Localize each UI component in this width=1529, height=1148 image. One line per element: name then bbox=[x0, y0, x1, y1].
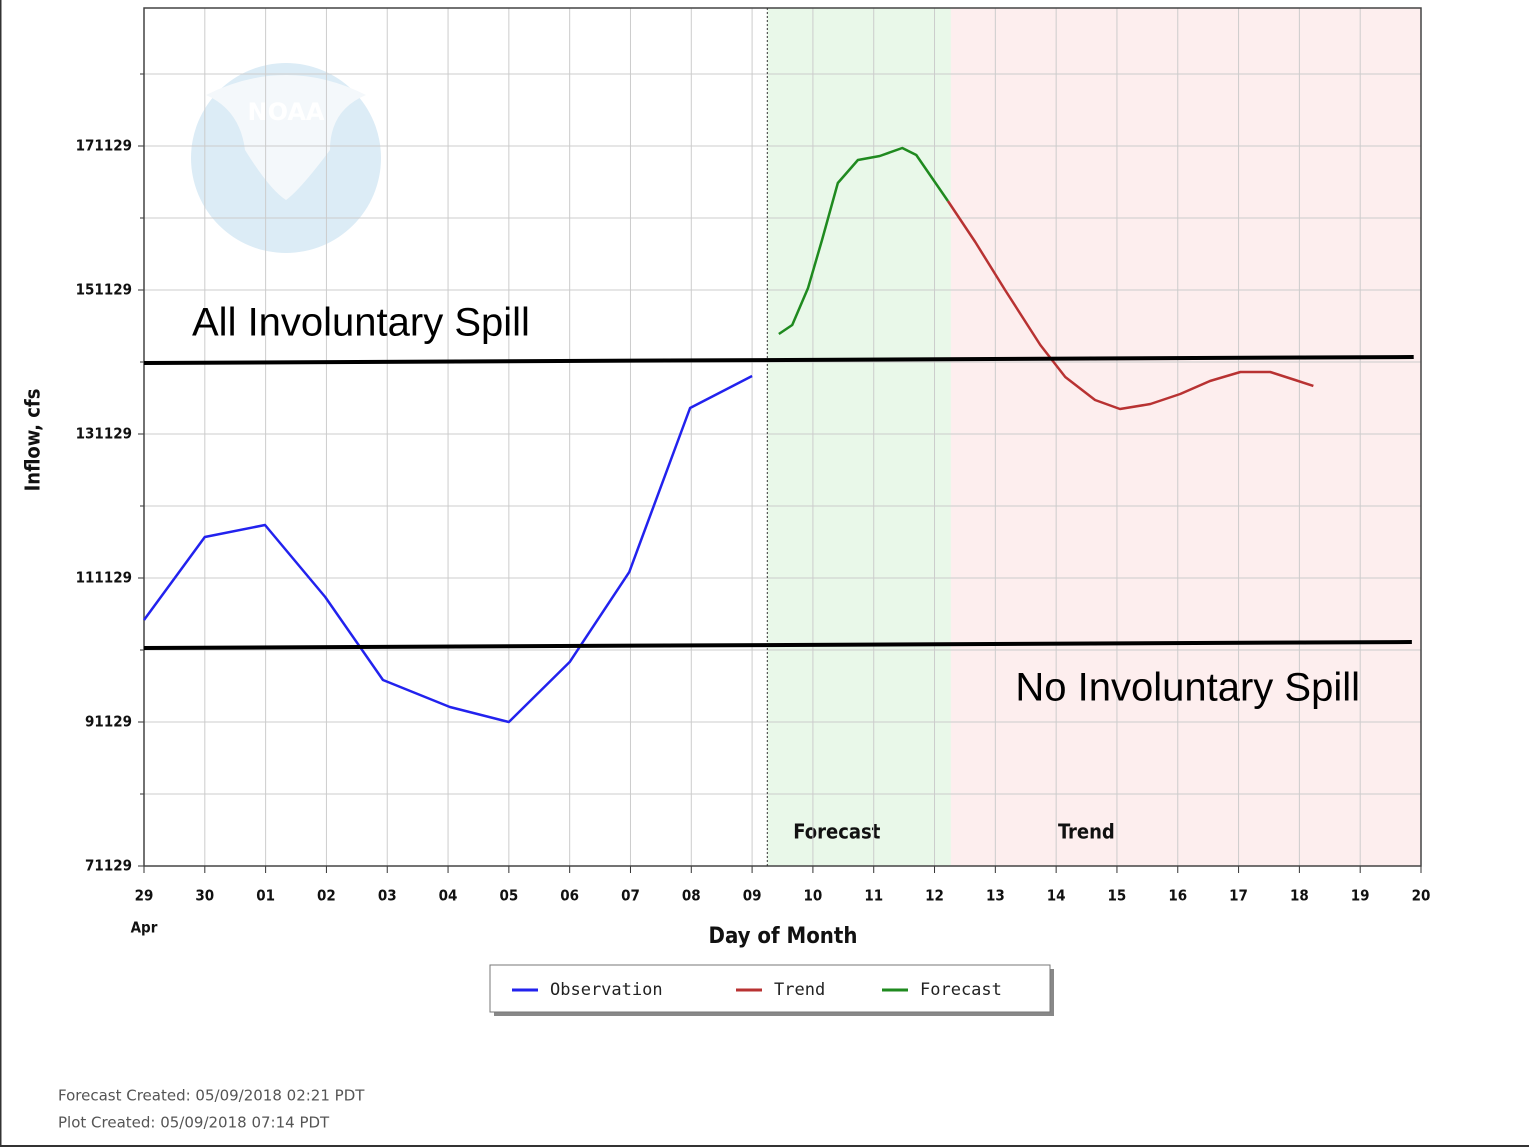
y-tick-label: 71129 bbox=[85, 857, 132, 875]
x-tick-label: 15 bbox=[1108, 887, 1127, 905]
legend-label: Trend bbox=[774, 980, 825, 1000]
y-tick-label: 131129 bbox=[76, 425, 132, 443]
x-tick-label: 19 bbox=[1351, 887, 1370, 905]
x-axis-title: Day of Month bbox=[709, 924, 858, 949]
legend-label: Observation bbox=[550, 980, 663, 1000]
y-tick-label: 91129 bbox=[85, 713, 132, 731]
legend-label: Forecast bbox=[920, 980, 1002, 1000]
region bbox=[767, 8, 951, 866]
region bbox=[950, 8, 1421, 866]
x-tick-label: 20 bbox=[1412, 887, 1431, 905]
plot-border bbox=[143, 7, 1422, 867]
x-tick-label: 17 bbox=[1229, 887, 1248, 905]
region-label: Forecast bbox=[793, 820, 880, 844]
y-axis-title: Inflow, cfs bbox=[21, 389, 45, 492]
x-tick-label: 12 bbox=[925, 887, 944, 905]
series-line bbox=[778, 146, 949, 336]
x-tick-label: 07 bbox=[621, 887, 640, 905]
footer-text: Forecast Created: 05/09/2018 02:21 PDT bbox=[58, 1087, 365, 1105]
x-tick-label: 02 bbox=[317, 887, 336, 905]
x-tick-label: 30 bbox=[195, 887, 214, 905]
y-tick-label: 151129 bbox=[76, 281, 132, 299]
annotation: No Involuntary Spill bbox=[1015, 666, 1360, 710]
logo-text: NOAA bbox=[248, 98, 325, 126]
x-tick-label: 11 bbox=[864, 887, 883, 905]
x-tick-label: 10 bbox=[804, 887, 823, 905]
series-line bbox=[946, 200, 1314, 411]
x-sublabel: Apr bbox=[131, 919, 158, 937]
y-tick-label: 111129 bbox=[76, 569, 132, 587]
x-tick-label: 16 bbox=[1168, 887, 1187, 905]
x-tick-label: 14 bbox=[1047, 887, 1066, 905]
x-tick-label: 08 bbox=[682, 887, 701, 905]
x-tick-label: 05 bbox=[499, 887, 518, 905]
threshold-line bbox=[143, 354, 1414, 366]
x-tick-label: 01 bbox=[256, 887, 275, 905]
x-tick-label: 29 bbox=[135, 887, 154, 905]
y-tick-label: 171129 bbox=[76, 137, 132, 155]
x-tick-label: 03 bbox=[378, 887, 397, 905]
x-tick-label: 09 bbox=[743, 887, 762, 905]
annotation: All Involuntary Spill bbox=[192, 301, 530, 345]
x-tick-label: 04 bbox=[439, 887, 458, 905]
legend bbox=[489, 964, 1051, 1013]
x-tick-label: 18 bbox=[1290, 887, 1309, 905]
series-line bbox=[142, 374, 753, 724]
x-tick-label: 13 bbox=[986, 887, 1005, 905]
footer-text: Plot Created: 05/09/2018 07:14 PDT bbox=[58, 1114, 330, 1132]
region-label: Trend bbox=[1058, 820, 1115, 844]
threshold-line bbox=[143, 640, 1412, 650]
x-tick-label: 06 bbox=[560, 887, 579, 905]
